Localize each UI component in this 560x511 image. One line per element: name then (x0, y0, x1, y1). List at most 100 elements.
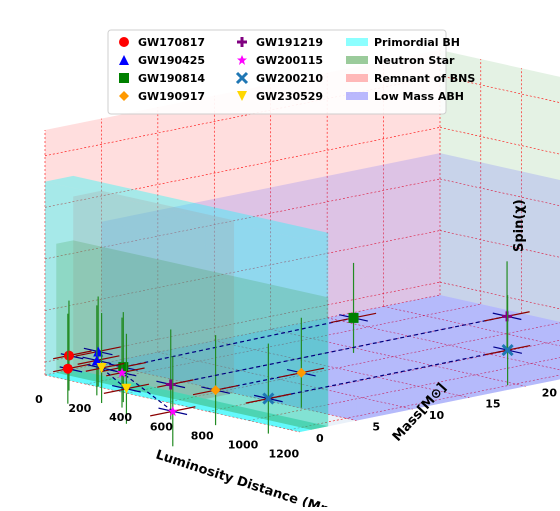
legend-marker (119, 37, 129, 47)
grid-line-y (214, 340, 470, 399)
event-link-line (170, 315, 508, 386)
floor-pane (45, 295, 560, 432)
x-tick-label: 0 (35, 393, 43, 406)
back-wall-pane (440, 50, 560, 322)
grid-line-y (44, 374, 301, 433)
y-tick-label: 0 (316, 432, 324, 445)
data-point (296, 367, 307, 378)
legend-label: Primordial BH (374, 36, 460, 49)
y-tick-label: 20 (542, 386, 558, 399)
grid-line-y (157, 351, 413, 410)
x-tick-label: 600 (150, 420, 173, 433)
legend-item: GW230529 (237, 90, 323, 103)
data-point (210, 385, 221, 396)
data-point (348, 312, 359, 323)
grid-line-z (44, 178, 441, 260)
legend-label: Low Mass ABH (374, 90, 464, 103)
legend-item: Primordial BH (346, 36, 460, 49)
grid-line-z (44, 281, 441, 363)
y-tick-label: 5 (372, 421, 380, 434)
data-point (117, 367, 127, 378)
legend-label: GW191219 (256, 36, 323, 49)
data-point (93, 346, 104, 357)
legend-label: GW200210 (256, 72, 323, 85)
grid-line-x (44, 294, 441, 376)
legend-label: GW190814 (138, 72, 205, 85)
data-point (167, 406, 178, 417)
y-tick-label: 15 (485, 398, 500, 411)
event-link-line (121, 372, 174, 412)
x-axis-label: Luminosity Distance (Mpc) (154, 448, 344, 507)
z-axis-label: Spin(χ) (512, 199, 527, 252)
legend-swatch (346, 92, 368, 100)
data-point (63, 350, 74, 361)
grid-line-z (44, 230, 441, 311)
region-primordial-bh-face (45, 175, 329, 239)
left-wall-pane (45, 50, 440, 375)
legend-marker (237, 37, 247, 47)
legend-swatch (346, 56, 368, 64)
legend-label: Remnant of BNS (374, 72, 475, 85)
event-link-line (123, 317, 354, 368)
data-point (62, 363, 73, 374)
region-remnant-of-bns-face (73, 196, 206, 399)
x-tick-label: 1200 (268, 448, 299, 461)
region-neutron-star-face (56, 240, 329, 301)
legend-label: GW230529 (256, 90, 323, 103)
axis-panes (45, 50, 560, 432)
legend-label: GW170817 (138, 36, 205, 49)
data-point (96, 363, 107, 374)
region-primordial-bh-face (45, 369, 329, 432)
legend-label: Neutron Star (374, 54, 455, 67)
legend-marker (237, 91, 247, 101)
event-link-line (268, 349, 508, 400)
region-remnant-of-bns (73, 190, 235, 399)
legend-item: GW190917 (119, 90, 205, 103)
mass-error-bar (85, 362, 125, 372)
legend-item: GW170817 (119, 36, 205, 49)
grid-line-x (208, 339, 560, 412)
legend: GW170817 GW190425 GW190814 GW190917 GW191219… (107, 29, 475, 115)
region-primordial-bh (45, 175, 329, 432)
legend-item: GW190425 (119, 54, 205, 67)
region-primordial-bh-face (300, 232, 329, 432)
data-point (91, 355, 102, 366)
legend-item: Remnant of BNS (346, 72, 475, 85)
x-tick-label: 1000 (228, 439, 259, 452)
legend-item: GW200115 (237, 54, 323, 67)
region-remnant-of-bns-face (205, 220, 235, 399)
grid-line-x (248, 357, 560, 421)
legend-item: Neutron Star (346, 54, 455, 67)
data-point (118, 362, 129, 373)
legend-item: GW190814 (119, 72, 205, 85)
data-point (501, 344, 514, 357)
legend-label: GW190917 (138, 90, 205, 103)
region-remnant-of-bns-face (73, 363, 235, 399)
legend-marker (237, 55, 247, 65)
region-remnant-of-bns-face (73, 190, 235, 227)
legend-swatch (346, 74, 368, 82)
region-neutron-star-face (311, 297, 329, 430)
grid-line-x (167, 322, 560, 403)
data-marks (53, 261, 531, 447)
x-tick-label: 200 (68, 402, 91, 415)
region-low-mass-abh-face (101, 153, 560, 279)
grid-line-x (85, 303, 481, 385)
tick-labels: 0200400600800100012000510152025300.00.20… (35, 386, 558, 461)
x-tick-label: 800 (191, 429, 214, 442)
legend-marker (119, 73, 129, 83)
grid-line-z (44, 127, 441, 208)
event-link-line (101, 367, 127, 390)
x-tick-label: 400 (109, 411, 132, 424)
data-point (165, 379, 176, 390)
data-point (262, 392, 275, 405)
legend-item: GW200210 (235, 71, 323, 85)
grid-line-z (44, 75, 441, 157)
data-point (121, 383, 132, 394)
legend-swatch (346, 38, 368, 46)
legend-marker (119, 55, 129, 65)
grid-line-x (126, 312, 522, 394)
region-low-mass-abh-face (356, 237, 560, 421)
